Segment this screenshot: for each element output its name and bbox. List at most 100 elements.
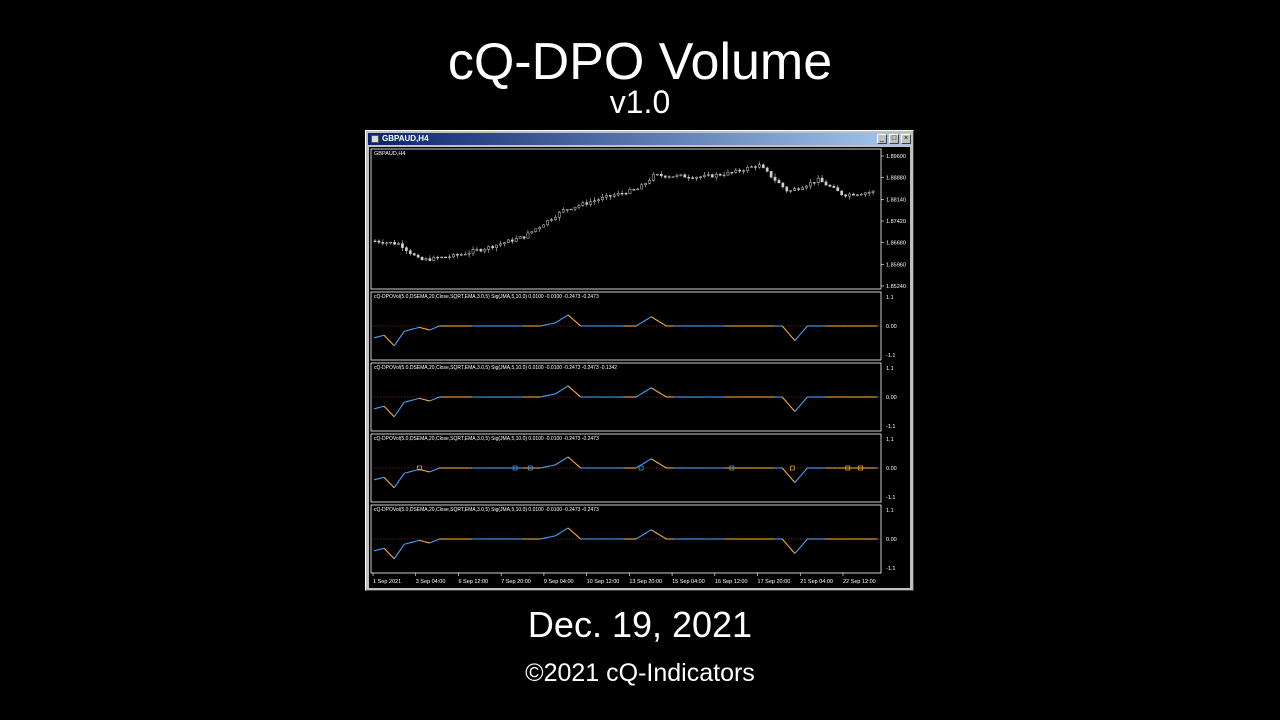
candle-body	[393, 242, 396, 245]
indicator-line-segment	[373, 549, 377, 552]
minimize-button[interactable]: _	[877, 134, 887, 144]
indicator-line-segment	[391, 484, 395, 489]
maximize-button[interactable]: □	[889, 134, 899, 144]
chart-area[interactable]: GBPAUD,H4 1.89600 1.88880 1.88140 1.87420 1.8…	[369, 147, 910, 588]
indicator-line-segment	[545, 323, 548, 326]
indicator-line-segment	[660, 322, 665, 325]
indicator-line-segment	[786, 473, 791, 478]
indicator-line-segment	[645, 459, 649, 463]
candle-body	[612, 194, 616, 197]
indicator-line-segment	[414, 469, 417, 472]
indicator-line-segment	[424, 470, 428, 472]
candle-body	[475, 249, 479, 251]
close-button[interactable]: ×	[901, 134, 911, 144]
candle-body	[530, 231, 534, 234]
candle-body	[510, 239, 514, 242]
indicator-line-segment	[784, 541, 788, 546]
indicator-line-segment	[789, 547, 793, 551]
candle-body	[605, 195, 608, 198]
indicator-line-segment	[419, 397, 423, 400]
indicator-line-segment	[575, 534, 579, 538]
indicator-line-segment	[791, 479, 796, 483]
indicator-line-segment	[781, 396, 786, 401]
indicator-line-segment	[431, 327, 435, 330]
indicator-line-segment	[414, 327, 417, 330]
indicator-line-segment	[436, 538, 440, 541]
indicator-line-segment	[373, 478, 377, 481]
indicator-line-segment	[388, 553, 393, 557]
time-label: 7 Sep 20:00	[501, 579, 531, 585]
window-title: GBPAUD,H4	[382, 134, 429, 143]
indicator-line-segment	[565, 385, 569, 388]
candle-body	[730, 171, 734, 174]
candle-body	[608, 195, 612, 197]
indicator-line-segment	[404, 330, 407, 332]
indicator-scale-label: -1.1	[886, 495, 895, 501]
indicator-line-segment	[409, 399, 412, 402]
candle-body	[746, 167, 749, 171]
candle-body	[424, 258, 428, 261]
indicator-line-segment	[660, 535, 665, 538]
indicator-line-segment	[784, 470, 788, 475]
time-label: 10 Sep 12:00	[587, 579, 620, 585]
indicator-line-segment	[391, 555, 395, 560]
indicator-line-segment	[643, 319, 647, 322]
indicator-line-segment	[434, 468, 438, 471]
chart-window[interactable]: GBPAUD,H4 _ □ × GBPAUD,H4 1.89600 1.88880 1…	[365, 130, 914, 591]
candle-body	[836, 187, 840, 192]
indicator-line-segment	[650, 458, 655, 461]
candle-body	[699, 176, 702, 178]
candle-body	[389, 242, 393, 244]
indicator-line-segment	[577, 323, 582, 327]
candle-body	[503, 242, 506, 245]
candle-body	[726, 171, 730, 176]
indicator-line-segment	[560, 530, 564, 534]
indicator-line-segment	[635, 465, 639, 469]
indicator-line-segment	[409, 328, 412, 331]
indicator-pane: cQ-DPOVol(5.0,DSEMA,20,Close,SQRT,EMA,3.…	[370, 504, 897, 574]
indicator-line-segment	[378, 406, 382, 409]
candle-body	[479, 249, 483, 252]
indicator-line-segment	[660, 393, 665, 396]
candle-body	[373, 240, 377, 243]
candle-body	[742, 170, 746, 172]
indicator-line-segment	[804, 467, 808, 472]
candle-body	[781, 182, 785, 188]
window-titlebar[interactable]: GBPAUD,H4 _ □ ×	[368, 133, 911, 145]
candle-body	[852, 193, 855, 196]
indicator-line-segment	[411, 399, 415, 401]
indicator-line-segment	[391, 342, 395, 347]
indicator-line-segment	[424, 399, 428, 401]
indicator-line-segment	[645, 317, 649, 321]
candle-body	[491, 246, 495, 249]
candle-body	[785, 186, 789, 192]
candle-body	[695, 176, 698, 179]
candle-body	[801, 187, 804, 190]
indicator-line-segment	[575, 392, 579, 396]
indicator-line-segment	[799, 473, 803, 478]
candle-body	[867, 192, 871, 194]
candle-body	[820, 177, 824, 183]
indicator-line-segment	[658, 391, 662, 395]
indicator-line-segment	[799, 331, 803, 336]
indicator-line-segment	[540, 537, 543, 540]
indicator-line-segment	[804, 538, 808, 543]
indicator-line-segment	[396, 338, 400, 343]
candle-body	[859, 194, 863, 196]
candle-body	[483, 249, 487, 252]
indicator-line-segment	[640, 462, 644, 466]
indicator-line-segment	[555, 320, 559, 324]
time-label: 9 Sep 04:00	[544, 579, 574, 585]
price-pane-label: GBPAUD,H4	[374, 151, 405, 157]
indicator-line-segment	[381, 476, 385, 479]
candle-body	[816, 177, 820, 183]
indicator-line-segment	[434, 397, 438, 400]
time-label: 17 Sep 20:00	[758, 579, 791, 585]
indicator-line-segment	[557, 532, 561, 535]
indicator-line-segment	[640, 391, 644, 395]
indicator-line-segment	[781, 467, 786, 472]
candle-body	[765, 167, 769, 172]
candle-body	[550, 219, 553, 221]
indicator-line-segment	[416, 539, 420, 542]
indicator-line-segment	[643, 390, 647, 393]
